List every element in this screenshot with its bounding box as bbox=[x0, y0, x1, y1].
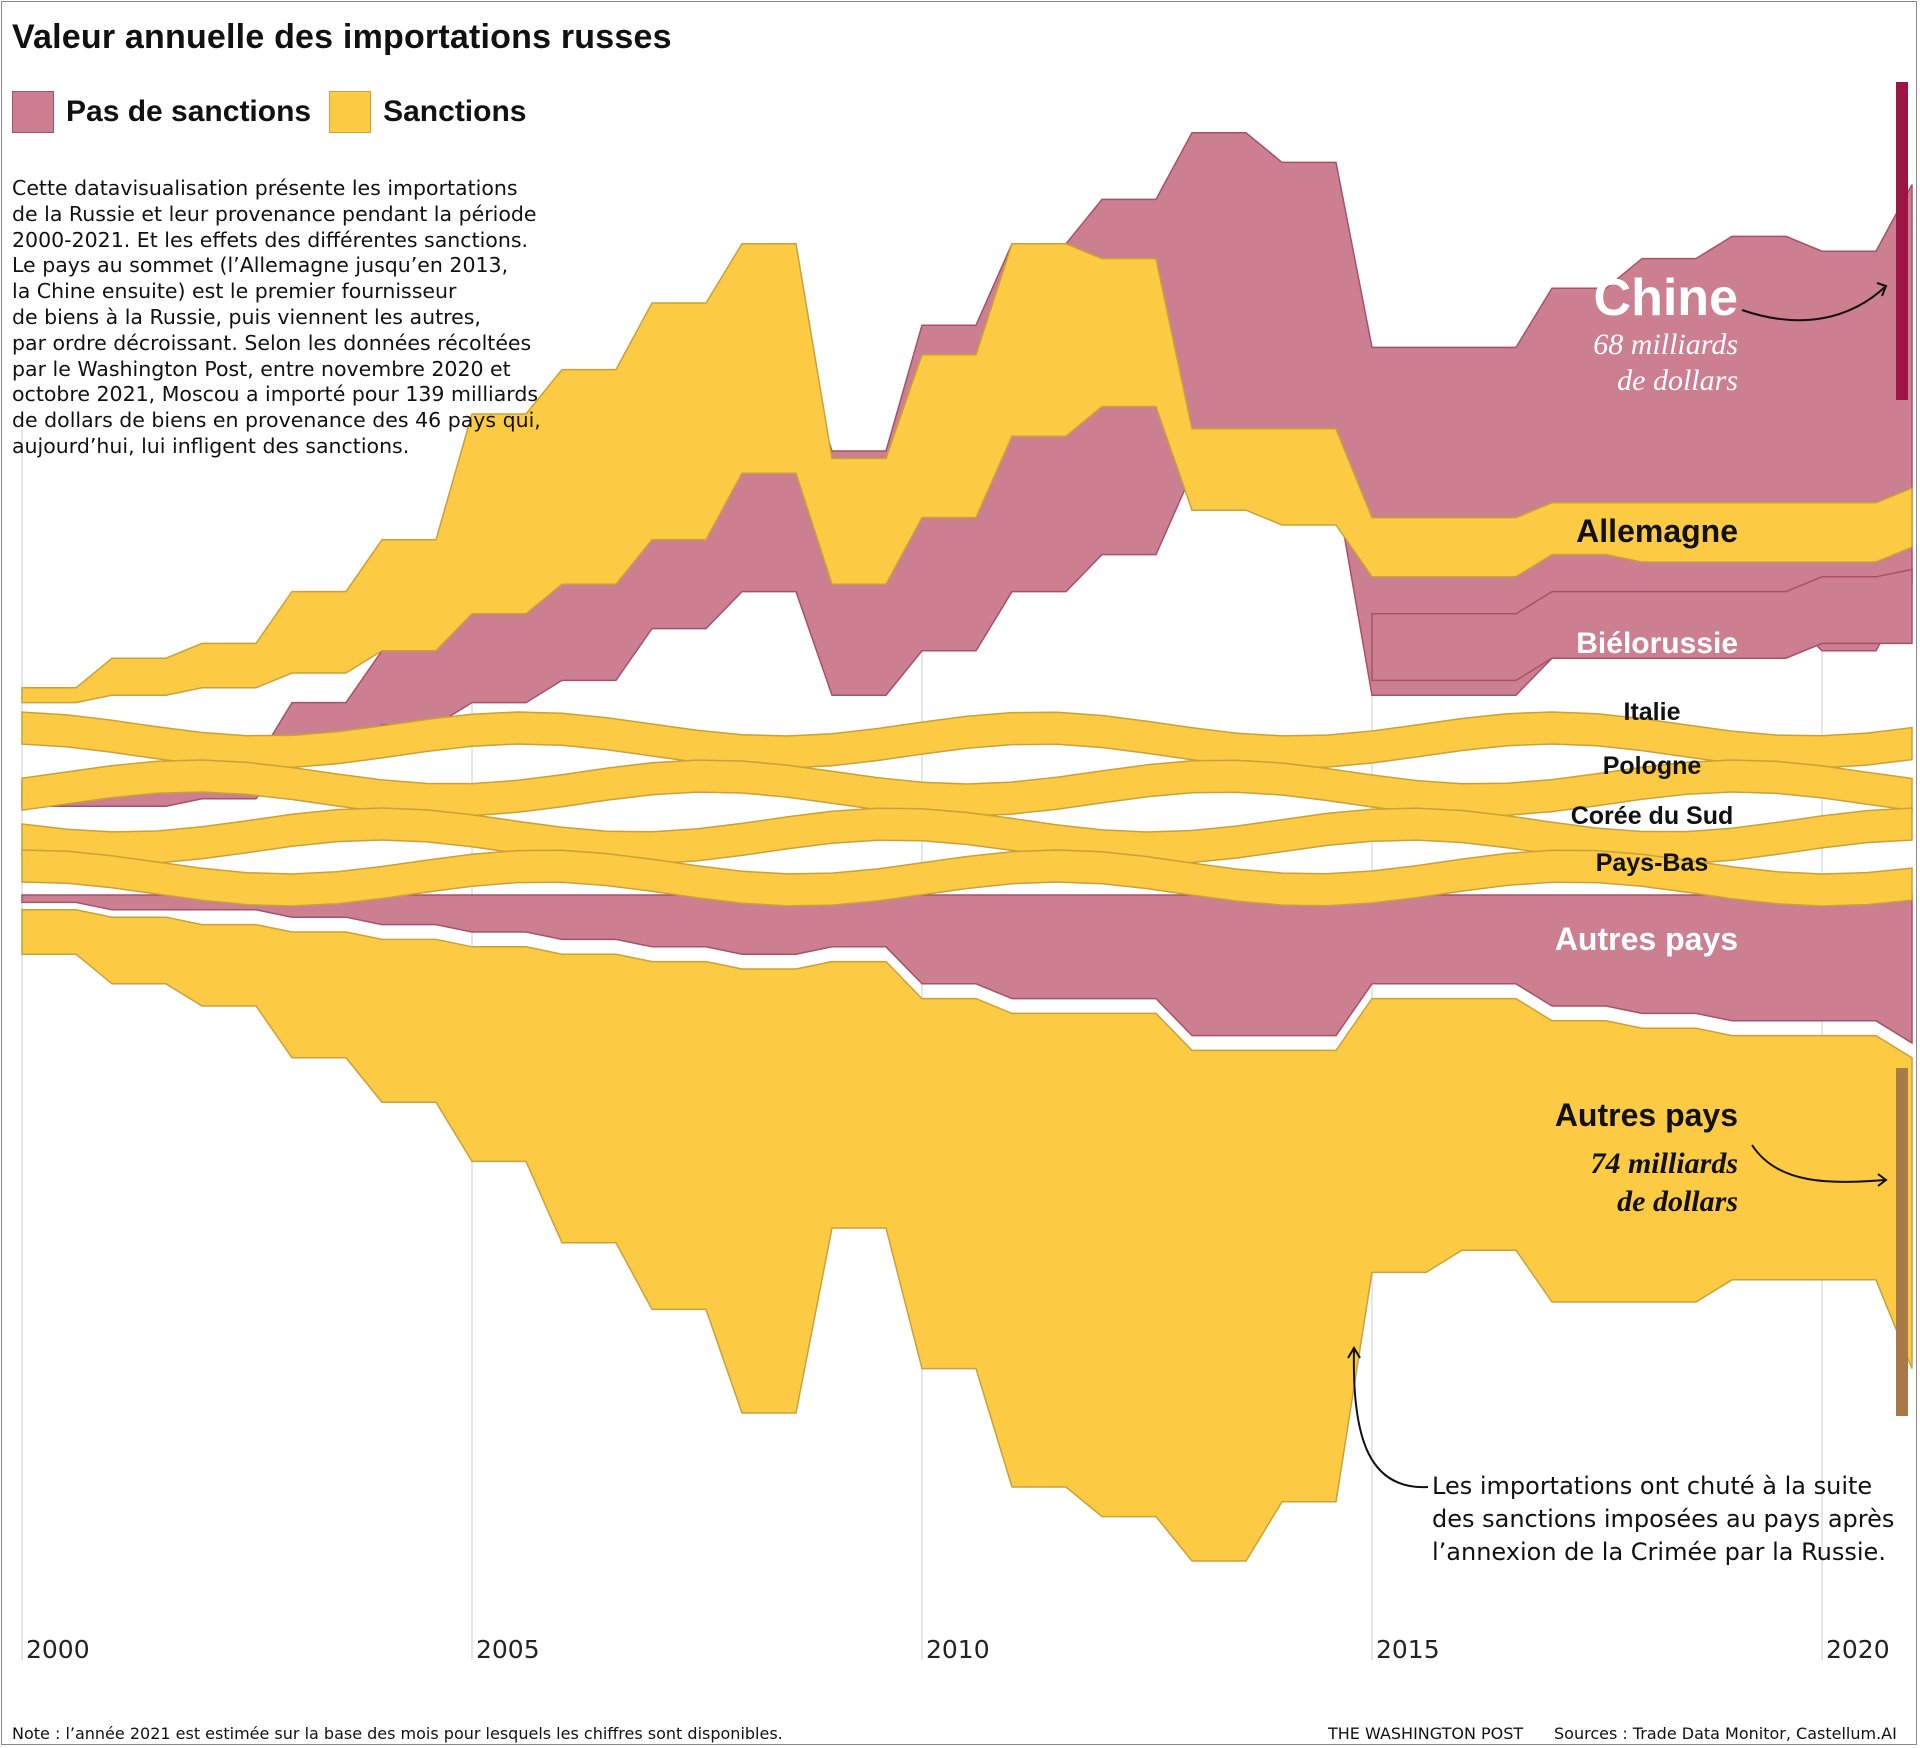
arrow-crimea bbox=[1352, 1349, 1429, 1489]
label-autres-pays-yellow: Autres pays bbox=[1555, 1097, 1738, 1133]
arrow-autres-head bbox=[1877, 1173, 1888, 1187]
stream-pays-bas bbox=[21, 849, 1913, 907]
tick-label-2005: 2005 bbox=[476, 1635, 540, 1664]
intro-text: Cette datavisualisation présente les imp… bbox=[12, 176, 541, 458]
legend-swatch-sanctions bbox=[329, 91, 372, 133]
arrow-chine bbox=[1741, 285, 1887, 322]
label-bielorussie: Biélorussie bbox=[1576, 627, 1738, 660]
tick-label-2015: 2015 bbox=[1376, 1635, 1440, 1664]
stream-autres-pays-8 bbox=[21, 909, 1913, 1562]
label-autres-pays-pink: Autres pays bbox=[1555, 921, 1738, 957]
tick-label-2020: 2020 bbox=[1826, 1635, 1890, 1664]
legend: Pas de sanctions Sanctions bbox=[12, 90, 544, 134]
arrow-autres bbox=[1751, 1144, 1887, 1183]
label-coree: Corée du Sud bbox=[1571, 802, 1734, 830]
label-chine-value-1: 68 milliards bbox=[1593, 328, 1738, 361]
footer-sources: Sources : Trade Data Monitor, Castellum.… bbox=[1554, 1724, 1897, 1743]
stream-allemagne-1 bbox=[21, 243, 1913, 704]
footer-brand: THE WASHINGTON POST bbox=[1328, 1724, 1524, 1743]
stream-bi-lorussie-2 bbox=[1371, 568, 1913, 682]
arrow-chine-head bbox=[1876, 282, 1888, 297]
label-italie: Italie bbox=[1624, 698, 1681, 726]
stream-autres-pays-7 bbox=[21, 894, 1913, 1045]
legend-label-no-sanctions: Pas de sanctions bbox=[66, 95, 312, 128]
label-allemagne: Allemagne bbox=[1576, 513, 1738, 549]
end-bar-autres-pays bbox=[1896, 1068, 1908, 1416]
tick-label-2000: 2000 bbox=[26, 1635, 90, 1664]
label-autres-value-1: 74 milliards bbox=[1590, 1147, 1738, 1180]
label-paysbas: Pays-Bas bbox=[1596, 849, 1709, 877]
end-bar-chine bbox=[1896, 82, 1908, 400]
arrow-crimea-head bbox=[1347, 1346, 1361, 1359]
tick-label-2010: 2010 bbox=[926, 1635, 990, 1664]
x-axis: 2000 2005 2010 2015 2020 bbox=[26, 1635, 1890, 1664]
label-chine: Chine bbox=[1594, 269, 1738, 327]
crimea-annotation: Les importations ont chuté à la suite de… bbox=[1432, 1472, 1895, 1566]
chart-title: Valeur annuelle des importations russes bbox=[12, 18, 672, 56]
label-chine-value-2: de dollars bbox=[1617, 364, 1738, 397]
legend-label-sanctions: Sanctions bbox=[383, 95, 527, 128]
streams bbox=[21, 82, 1913, 1562]
legend-swatch-no-sanctions bbox=[12, 91, 54, 133]
footer-note: Note : l’année 2021 est estimée sur la b… bbox=[12, 1724, 783, 1743]
arrows bbox=[1347, 282, 1888, 1489]
label-autres-value-2: de dollars bbox=[1617, 1185, 1738, 1218]
stream-italie bbox=[21, 711, 1913, 769]
label-pologne: Pologne bbox=[1603, 752, 1702, 780]
